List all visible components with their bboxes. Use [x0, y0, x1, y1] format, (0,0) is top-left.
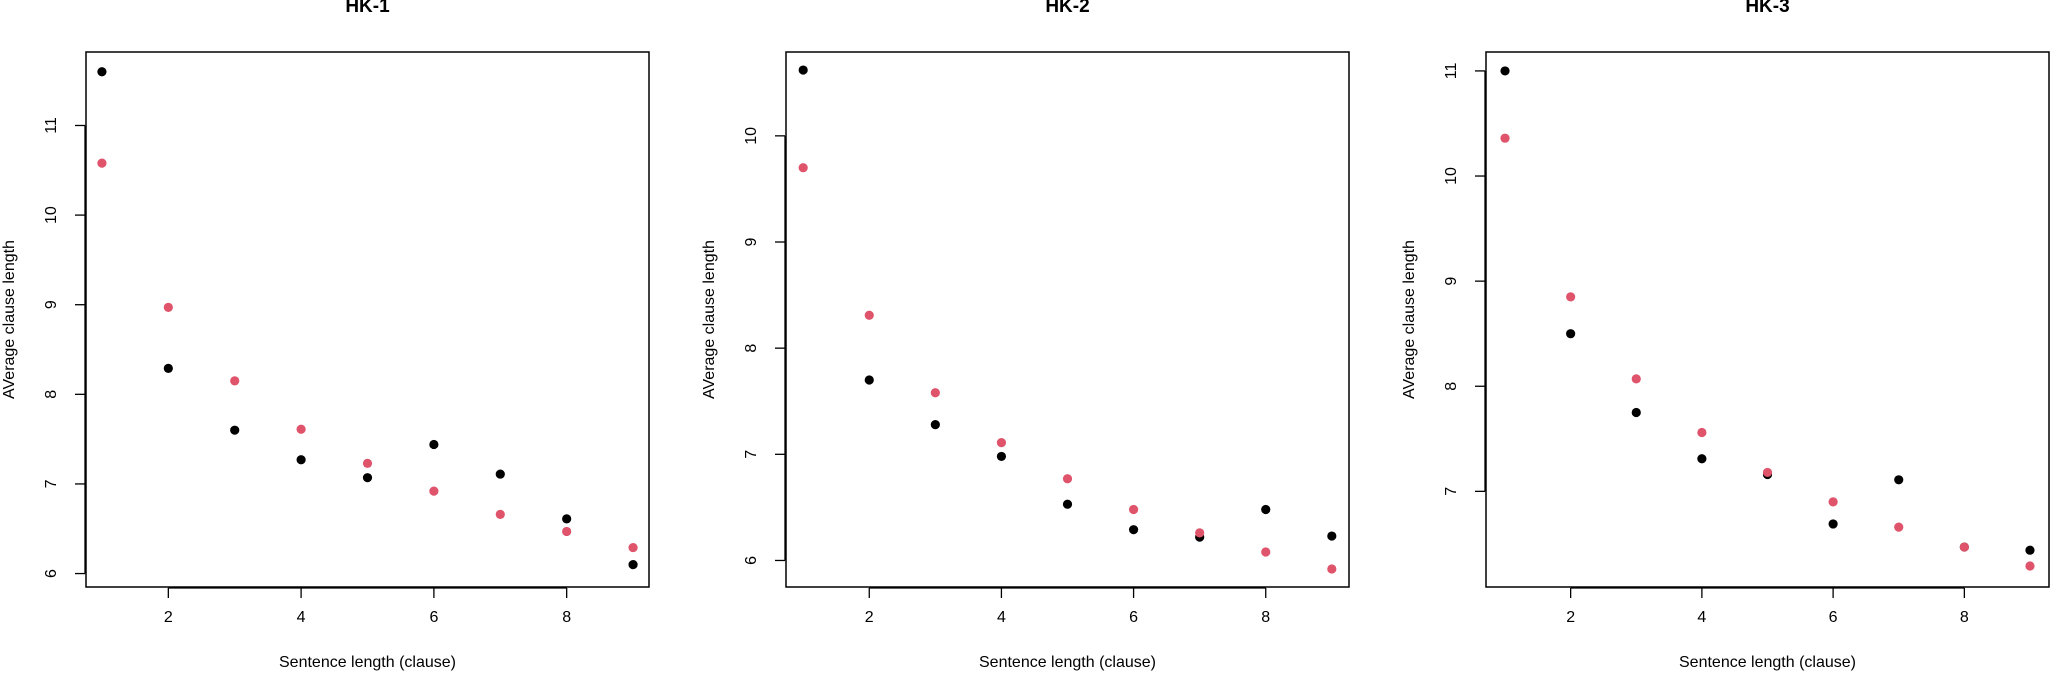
x-tick-label: 4	[1697, 609, 1706, 626]
data-point	[930, 388, 940, 398]
y-tick-label: 8	[1443, 382, 1460, 391]
data-point	[562, 526, 572, 537]
x-tick-label: 4	[297, 609, 306, 626]
data-point	[1894, 522, 1904, 532]
x-tick-label: 2	[164, 609, 173, 626]
x-tick-label: 8	[1960, 609, 1969, 626]
data-point	[1631, 374, 1641, 384]
panel-2: HK-2 2 4 6 8 Sentence length (clause) 6 7 8 9 10 AV…	[701, 0, 1350, 671]
data-point	[1894, 475, 1904, 485]
data-point	[495, 509, 505, 520]
data-point	[163, 363, 173, 373]
data-point	[296, 424, 306, 434]
data-point	[2025, 545, 2035, 555]
data-point	[930, 419, 940, 430]
data-point	[628, 542, 638, 553]
data-point	[97, 67, 107, 77]
data-point	[1327, 531, 1337, 541]
y-tick-label: 10	[743, 127, 760, 145]
data-point	[562, 514, 572, 524]
plot-frame	[85, 51, 650, 588]
data-point	[429, 486, 439, 496]
data-point	[864, 310, 874, 320]
data-point	[1697, 427, 1707, 438]
data-point	[996, 451, 1007, 462]
x-tick-label: 6	[429, 609, 438, 626]
data-point	[97, 158, 107, 168]
data-point	[2025, 561, 2035, 571]
y-tick-label: 11	[43, 117, 60, 134]
data-point	[1062, 499, 1073, 509]
y-tick-label: 9	[43, 300, 60, 309]
panel-3: HK-3 2 4 6 8 Sentence length (clause) 7 8 9 10 11 A…	[1401, 0, 2050, 671]
data-point	[1500, 133, 1510, 143]
data-point	[362, 458, 373, 468]
x-tick-label: 2	[1566, 609, 1575, 626]
y-tick-label: 11	[1443, 63, 1460, 80]
y-tick-label: 7	[43, 479, 60, 488]
data-point	[1261, 547, 1271, 557]
x-tick-label: 8	[1261, 609, 1270, 626]
plot-frame	[1485, 51, 2050, 588]
y-tick-label: 10	[1443, 167, 1460, 185]
data-point	[1500, 66, 1510, 76]
x-tick-label: 8	[562, 609, 571, 626]
y-axis-title: AVerage clause length	[701, 240, 718, 399]
y-tick-label: 7	[743, 450, 760, 459]
y-tick-label: 10	[43, 206, 60, 224]
data-point	[1195, 528, 1205, 538]
data-point	[628, 559, 638, 570]
y-axis-title: AVerage clause length	[1, 240, 18, 399]
x-tick-label: 6	[1829, 609, 1838, 626]
y-tick-label: 8	[743, 344, 760, 353]
y-axis-title: AVerage clause length	[1401, 240, 1418, 399]
data-point	[1128, 504, 1139, 515]
y-tick-label: 6	[743, 556, 760, 565]
panel-title: HK-1	[345, 0, 390, 17]
data-point	[429, 439, 439, 450]
y-tick-label: 8	[43, 390, 60, 399]
data-point	[996, 438, 1007, 448]
y-tick-label: 9	[1443, 277, 1460, 286]
x-axis-title: Sentence length (clause)	[1679, 654, 1856, 671]
data-point	[1828, 519, 1838, 529]
panel-1: HK-1 2 4 6 8 Sentence length (clause) 6 7 8 9 10 11…	[1, 0, 650, 671]
data-point	[1327, 564, 1337, 574]
data-point	[230, 425, 240, 435]
data-point	[798, 163, 808, 173]
x-tick-label: 6	[1129, 609, 1138, 626]
y-tick-label: 7	[1443, 487, 1460, 496]
data-point	[163, 302, 173, 313]
data-point	[1128, 525, 1139, 535]
data-point	[864, 375, 874, 385]
x-tick-label: 2	[865, 609, 874, 626]
data-point	[1566, 329, 1576, 339]
data-point	[1062, 474, 1073, 484]
x-axis-title: Sentence length (clause)	[279, 654, 456, 671]
x-axis-title: Sentence length (clause)	[979, 654, 1156, 671]
data-point	[1762, 467, 1773, 478]
data-point	[230, 376, 240, 386]
plot-frame	[785, 51, 1350, 588]
data-point	[1828, 497, 1838, 507]
data-point	[1261, 504, 1271, 515]
panel-title: HK-2	[1045, 0, 1089, 17]
data-point	[296, 455, 306, 465]
y-tick-label: 9	[743, 237, 760, 246]
data-point	[1566, 292, 1576, 302]
data-point	[798, 65, 808, 75]
y-tick-label: 6	[43, 569, 60, 578]
data-point	[1631, 407, 1641, 418]
data-point	[1697, 454, 1707, 464]
panel-title: HK-3	[1745, 0, 1789, 17]
x-tick-label: 4	[997, 609, 1006, 626]
data-point	[495, 469, 505, 479]
data-point	[362, 473, 373, 483]
data-point	[1959, 542, 1969, 552]
